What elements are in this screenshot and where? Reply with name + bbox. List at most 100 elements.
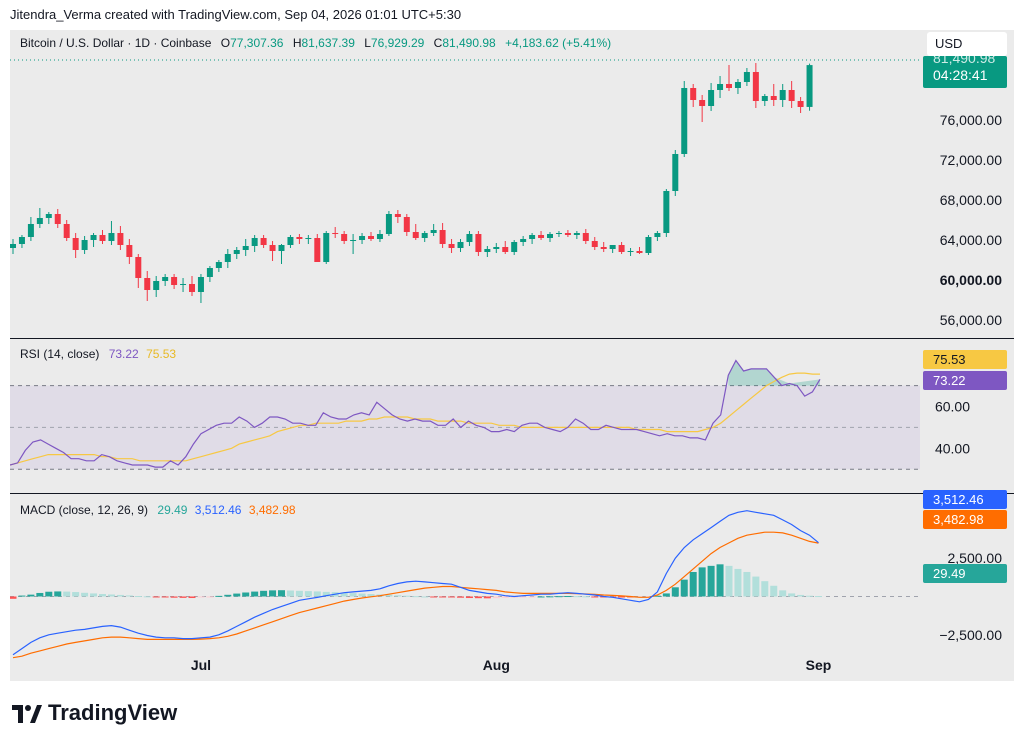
macd-histogram-bar [224, 594, 232, 597]
macd-histogram-bar [45, 591, 53, 597]
macd-histogram-bar [653, 595, 661, 597]
candle-body [448, 244, 455, 248]
candle-body [591, 241, 598, 247]
last-price-badge: 81,490.98 04:28:41 [923, 56, 1007, 88]
candle-body [457, 242, 464, 248]
macd-histogram-bar [161, 596, 169, 598]
candle-body [350, 240, 357, 241]
macd-histogram-bar [707, 565, 715, 597]
macd-layer [10, 510, 822, 659]
candle-body [421, 233, 428, 238]
macd-histogram-bar [170, 596, 178, 598]
macd-histogram-bar [143, 596, 151, 598]
candle-body [189, 284, 195, 292]
macd-signal-tag: 3,482.98 [923, 510, 1007, 529]
macd-histogram-bar [10, 596, 17, 599]
candle-body [305, 238, 312, 239]
candle-body [233, 250, 240, 254]
macd-histogram-bar [483, 596, 491, 599]
rsi-title: RSI (14, close) [20, 347, 99, 361]
macd-axis-tick: −2,500.00 [939, 627, 1002, 643]
ohlc-open-label: O [221, 36, 230, 50]
candle-body [797, 101, 804, 107]
macd-histogram-bar [680, 579, 688, 597]
candle-body [654, 233, 661, 237]
bar-countdown: 04:28:41 [933, 67, 988, 83]
candle-body [770, 96, 777, 100]
candle-body [645, 237, 652, 253]
chart-canvas[interactable]: Bitcoin / U.S. Dollar · 1D · Coinbase O7… [10, 30, 1014, 681]
rsi-ma-tag: 75.53 [923, 350, 1007, 369]
price-axis-tick: 68,000.00 [940, 192, 1002, 208]
candle-body [108, 233, 115, 241]
candle-body [296, 237, 303, 239]
macd-histogram-bar [116, 594, 124, 597]
ohlc-low-value: 76,929.29 [371, 36, 425, 50]
candle-body [403, 217, 410, 232]
rsi-axis-tick: 60.00 [935, 399, 970, 415]
candle-body [135, 257, 142, 278]
macd-histogram-bar [716, 564, 724, 597]
currency-button[interactable]: USD [927, 32, 1007, 56]
macd-histogram-bar [340, 592, 348, 597]
candle-body [430, 230, 437, 233]
macd-histogram-bar [698, 567, 706, 597]
macd-histogram-bar [591, 596, 599, 598]
macd-histogram-bar [403, 595, 411, 597]
candle-body [681, 88, 688, 154]
macd-histogram-bar [465, 596, 473, 599]
ohlc-close-label: C [434, 36, 443, 50]
candle-body [690, 88, 697, 100]
candle-body [555, 233, 562, 234]
candle-body [36, 218, 43, 224]
candle-body [162, 277, 169, 281]
candle-body [144, 278, 151, 290]
candle-body [126, 245, 133, 257]
candle-body [99, 235, 106, 241]
candle-body [761, 96, 768, 101]
candle-body [564, 233, 571, 235]
candle-body [368, 236, 374, 239]
macd-histogram-bar [27, 594, 35, 597]
candle-body [260, 238, 267, 245]
candle-body [251, 238, 258, 246]
chart-frame[interactable]: Bitcoin / U.S. Dollar · 1D · Coinbase O7… [10, 30, 1014, 681]
candle-body [81, 240, 88, 250]
candle-body [394, 214, 401, 217]
macd-histogram-bar [779, 590, 787, 597]
candle-body [242, 246, 249, 250]
time-axis-tick: Aug [483, 657, 510, 673]
macd-histogram-bar [63, 591, 71, 597]
macd-histogram-bar [242, 592, 250, 597]
macd-histogram-bar [439, 596, 447, 598]
macd-histogram-bar [725, 565, 733, 597]
candle-body [734, 82, 741, 88]
price-axis-tick: 64,000.00 [940, 232, 1002, 248]
candle-body [708, 90, 715, 106]
rsi-line [10, 359, 821, 468]
candle-body [538, 235, 545, 238]
candle-body [609, 245, 616, 249]
candle-body [806, 65, 813, 107]
candle-body [215, 262, 222, 268]
candle-body [672, 154, 679, 191]
macd-histogram-bar [761, 581, 769, 597]
candle-body [90, 235, 97, 240]
macd-histogram-bar [260, 590, 268, 597]
macd-line [12, 510, 819, 656]
candle-body [72, 238, 79, 250]
ohlc-open-value: 77,307.36 [230, 36, 284, 50]
macd-histogram-bar [412, 596, 420, 598]
rsi-axis-tick: 40.00 [935, 440, 970, 456]
candle-body [466, 234, 473, 242]
candle-body [502, 247, 509, 252]
time-axis-tick: Jul [191, 657, 211, 673]
candle-body [206, 268, 213, 277]
macd-histogram-bar [546, 596, 554, 598]
candle-body [45, 214, 52, 218]
macd-histogram-bar [448, 596, 456, 598]
macd-histogram-bar [215, 595, 223, 597]
svg-text:Bitcoin / U.S. Dollar · 1D · C: Bitcoin / U.S. Dollar · 1D · Coinbase O7… [20, 36, 611, 50]
brand-logo[interactable]: TradingView [12, 700, 177, 726]
macd-histogram-bar [797, 594, 805, 597]
